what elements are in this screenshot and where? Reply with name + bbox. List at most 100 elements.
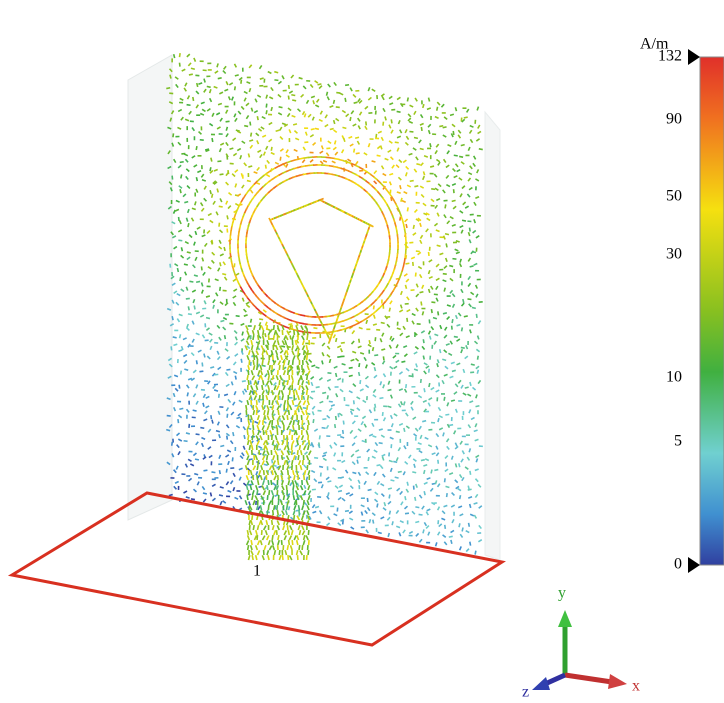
field-vector — [254, 422, 258, 424]
field-vector — [261, 465, 262, 470]
field-vector — [476, 314, 477, 318]
field-vector — [177, 445, 180, 448]
field-vector — [334, 82, 336, 85]
field-vector — [234, 64, 236, 68]
field-vector — [174, 486, 177, 489]
field-vector — [226, 425, 228, 428]
field-vector — [401, 305, 402, 309]
field-vector — [313, 100, 314, 104]
field-vector — [256, 555, 257, 560]
field-vector — [404, 258, 405, 263]
field-vector — [197, 171, 201, 173]
field-vector — [319, 435, 320, 439]
field-vector — [262, 486, 264, 490]
field-vector — [338, 497, 341, 499]
field-vector — [381, 137, 383, 141]
field-vector — [261, 345, 263, 350]
field-vector — [207, 86, 211, 87]
field-vector — [264, 152, 266, 156]
field-vector — [470, 126, 474, 128]
field-vector — [268, 385, 269, 390]
field-vector — [355, 137, 359, 138]
field-vector — [180, 98, 184, 100]
field-vector — [381, 484, 384, 486]
field-vector — [338, 523, 341, 526]
field-vector — [242, 141, 245, 143]
field-vector — [239, 78, 242, 80]
field-vector — [373, 520, 374, 524]
field-vector — [351, 527, 354, 529]
field-vector — [399, 404, 401, 407]
field-vector — [194, 306, 195, 310]
field-vector — [444, 117, 447, 120]
field-vector — [242, 381, 246, 382]
field-vector — [293, 355, 295, 360]
field-vector — [223, 71, 226, 74]
field-vector — [364, 424, 366, 427]
field-vector — [261, 370, 263, 375]
field-vector — [186, 287, 187, 291]
field-vector — [346, 470, 348, 473]
field-vector — [429, 383, 430, 387]
field-vector — [189, 74, 193, 75]
field-vector — [227, 357, 230, 360]
field-vector — [313, 419, 314, 423]
field-vector — [280, 396, 281, 400]
field-vector — [406, 224, 407, 228]
field-vector — [328, 141, 331, 143]
field-vector — [442, 380, 444, 384]
field-vector — [218, 411, 220, 415]
field-vector — [290, 335, 291, 339]
field-vector — [437, 359, 438, 363]
field-vector — [373, 347, 374, 351]
field-vector — [215, 279, 219, 280]
field-vector — [360, 389, 364, 391]
field-vector — [187, 385, 189, 388]
field-vector — [256, 545, 258, 550]
field-vector — [469, 448, 470, 452]
field-vector — [404, 225, 405, 230]
field-vector — [462, 527, 463, 531]
field-vector — [328, 387, 330, 390]
field-vector — [181, 255, 184, 258]
field-vector — [398, 177, 401, 180]
field-vector — [292, 100, 296, 101]
field-vector — [203, 493, 207, 494]
field-vector — [237, 194, 240, 196]
field-vector — [256, 355, 258, 360]
field-vector — [236, 209, 238, 214]
field-vector — [235, 342, 238, 345]
field-vector — [455, 249, 459, 251]
field-vector — [456, 164, 458, 167]
field-vector — [477, 169, 479, 173]
field-vector — [398, 472, 402, 473]
field-vector — [414, 186, 418, 187]
field-vector — [207, 356, 210, 359]
field-vector — [415, 98, 417, 101]
field-vector — [418, 252, 421, 254]
field-vector — [174, 407, 176, 411]
field-vector — [360, 112, 362, 115]
field-vector — [428, 445, 432, 447]
field-vector — [421, 114, 423, 117]
field-vector — [257, 365, 258, 370]
field-vector — [174, 291, 177, 293]
field-vector — [203, 419, 207, 420]
field-vector — [261, 325, 263, 330]
field-vector — [407, 482, 408, 486]
field-vector — [262, 536, 264, 540]
field-vector — [274, 486, 276, 490]
field-vector — [453, 169, 456, 172]
field-vector — [421, 331, 424, 333]
field-vector — [326, 425, 328, 428]
field-vector — [444, 266, 447, 269]
field-vector — [350, 409, 354, 410]
field-vector — [470, 504, 471, 508]
field-vector — [327, 395, 328, 399]
field-vector — [296, 390, 297, 395]
field-vector — [349, 325, 354, 327]
field-vector — [279, 555, 281, 560]
field-vector — [266, 430, 267, 435]
field-vector — [262, 117, 266, 119]
field-vector — [408, 114, 411, 117]
